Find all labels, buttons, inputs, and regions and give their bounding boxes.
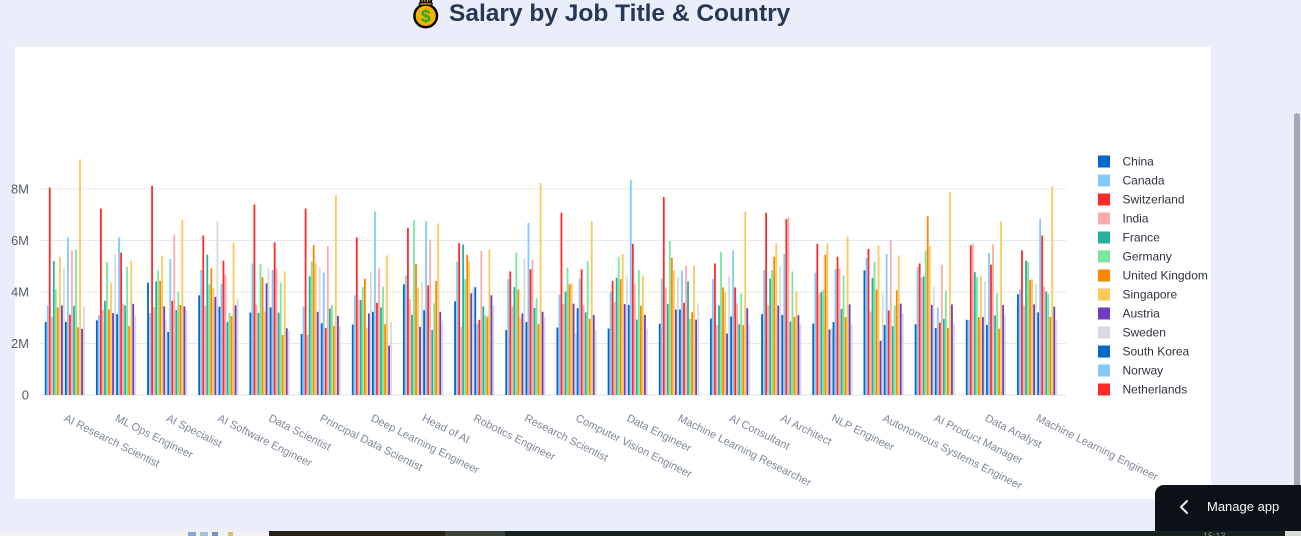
- svg-text:China: China: [1123, 155, 1155, 169]
- svg-text:4M: 4M: [11, 285, 29, 300]
- svg-text:Switzerland: Switzerland: [1123, 193, 1185, 207]
- svg-text:6M: 6M: [11, 233, 29, 248]
- svg-text:France: France: [1123, 231, 1161, 245]
- svg-text:$: $: [421, 6, 431, 26]
- svg-text:Singapore: Singapore: [1123, 288, 1178, 302]
- svg-text:Norway: Norway: [1123, 364, 1164, 378]
- svg-text:Netherlands: Netherlands: [1123, 383, 1188, 397]
- svg-text:Canada: Canada: [1123, 174, 1165, 188]
- svg-text:2M: 2M: [11, 336, 29, 351]
- svg-text:8M: 8M: [11, 182, 29, 197]
- svg-text:United Kingdom: United Kingdom: [1123, 269, 1208, 283]
- svg-text:AI Software Engineer: AI Software Engineer: [215, 412, 314, 469]
- svg-text:AI Research Scientist: AI Research Scientist: [62, 412, 161, 470]
- svg-text:Sweden: Sweden: [1123, 326, 1166, 340]
- svg-text:Germany: Germany: [1123, 250, 1172, 264]
- svg-text:0: 0: [22, 388, 29, 403]
- svg-text:South Korea: South Korea: [1123, 345, 1190, 359]
- svg-text:Austria: Austria: [1123, 307, 1161, 321]
- svg-text:India: India: [1123, 212, 1149, 226]
- svg-text:Machine Learning Engineer: Machine Learning Engineer: [1034, 412, 1160, 483]
